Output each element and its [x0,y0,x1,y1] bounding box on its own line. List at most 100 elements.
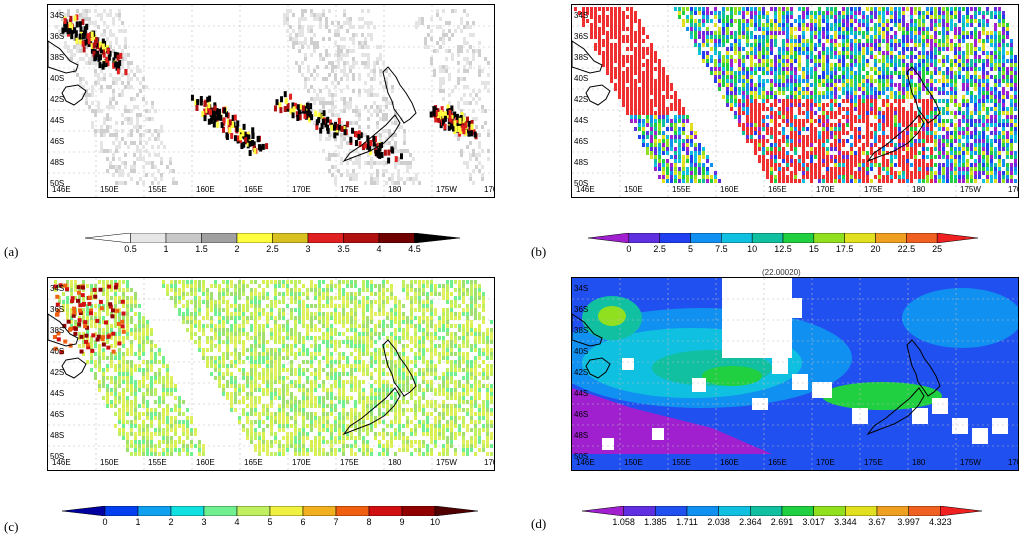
data-cell [854,87,857,91]
data-cell [1006,111,1009,115]
data-cell [730,79,733,83]
data-cell [710,11,713,15]
data-cell [782,87,785,91]
data-cell [770,91,773,95]
data-cell [942,127,945,131]
data-cell [750,103,753,107]
data-cell [484,121,487,125]
data-cell [97,25,100,29]
data-cell [734,31,737,35]
data-cell [794,175,797,179]
data-cell [930,155,933,159]
data-cell [97,73,100,77]
data-cell [878,71,881,75]
data-cell [794,167,797,171]
data-cell [454,133,457,137]
data-cell [1006,139,1009,143]
data-cell [762,63,765,67]
data-cell [990,43,993,47]
data-cell [301,45,304,49]
data-cell [670,103,673,107]
data-cell [594,31,597,35]
data-cell [974,135,977,139]
data-cell [610,55,613,59]
data-cell [1006,91,1009,95]
data-cell [682,127,685,131]
data-cell [690,123,693,127]
data-cell [950,151,953,155]
data-cell [918,39,921,43]
data-cell [286,29,289,33]
data-cell [818,119,821,123]
data-cell [902,23,905,27]
data-cell [774,127,777,131]
data-cell [367,153,370,157]
data-cell [910,71,913,75]
data-cell [946,135,949,139]
data-cell [970,131,973,135]
data-cell [902,59,905,63]
data-cell [650,147,653,151]
data-cell [890,107,893,111]
data-cell [958,7,961,11]
data-cell [442,29,445,33]
data-cell [974,147,977,151]
data-cell [666,175,669,179]
data-cell [770,43,773,47]
data-cell [439,65,442,69]
data-cell [373,73,376,77]
data-cell [982,159,985,163]
data-cell [738,79,741,83]
data-cell [316,45,319,49]
data-cell [966,91,969,95]
data-cell [742,87,745,91]
data-cell [962,87,965,91]
data-cell [634,87,637,91]
data-cell [646,111,649,115]
data-cell [822,35,825,39]
data-cell [658,87,661,91]
data-cell [954,43,957,47]
data-cell [770,35,773,39]
data-cell [822,131,825,135]
data-cell [734,79,737,83]
data-cell [778,87,781,91]
data-cell [898,151,901,155]
data-cell [630,47,633,51]
data-cell [154,129,157,133]
data-cell [882,163,885,167]
data-cell [434,116,438,123]
data-cell [472,49,475,53]
data-cell [850,91,853,95]
data-cell [898,111,901,115]
data-cell [778,31,781,35]
data-cell [246,140,250,147]
data-cell [1014,91,1017,95]
data-cell [346,105,349,109]
data-cell [922,31,925,35]
data-cell [922,107,925,111]
data-cell [946,167,949,171]
data-cell [650,43,653,47]
data-cell [574,7,577,11]
data-cell [79,81,82,85]
data-cell [481,109,484,113]
data-cell [982,131,985,135]
data-cell [754,107,757,111]
data-cell [710,163,713,167]
data-cell [151,101,154,105]
data-cell [734,51,737,55]
data-cell [934,163,937,167]
data-cell [650,47,653,51]
data-cell [654,151,657,155]
data-cell [914,95,917,99]
data-cell [926,27,929,31]
data-cell [310,109,313,113]
data-cell [998,95,1001,99]
data-cell [990,67,993,71]
data-cell [838,23,841,27]
data-cell [870,11,873,15]
data-cell [922,55,925,59]
data-cell [594,43,597,47]
data-cell [930,43,933,47]
